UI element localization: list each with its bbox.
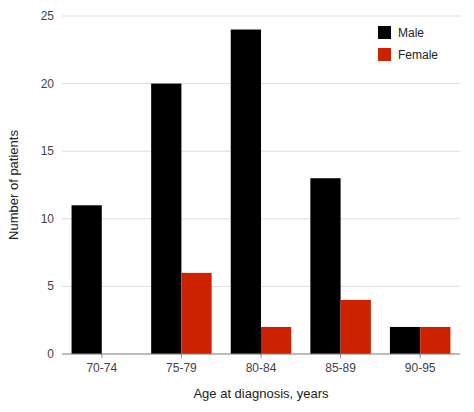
y-tick-label: 0 xyxy=(47,347,54,361)
bar xyxy=(341,300,371,354)
bar xyxy=(310,178,340,354)
bar xyxy=(72,205,102,354)
bar xyxy=(181,273,211,354)
x-tick xyxy=(181,354,182,358)
legend-swatch xyxy=(378,26,391,39)
y-tick-label: 5 xyxy=(47,279,54,293)
bar xyxy=(231,30,261,354)
x-tick xyxy=(420,354,421,358)
legend-swatch xyxy=(378,48,391,61)
x-tick-label: 85-89 xyxy=(325,361,356,375)
y-tick-label: 25 xyxy=(41,9,55,23)
grid xyxy=(62,16,460,354)
bar xyxy=(261,327,291,354)
x-tick-label: 75-79 xyxy=(166,361,197,375)
x-tick-label: 70-74 xyxy=(86,361,117,375)
grid-line xyxy=(62,16,460,17)
chart-container: 0 5 10 15 20 25 70-74 75-79 80-84 85-89 90-95 Age a… xyxy=(0,0,474,412)
legend-background xyxy=(370,20,456,70)
x-tick-label: 80-84 xyxy=(246,361,277,375)
x-tick xyxy=(340,354,341,358)
bar xyxy=(390,327,420,354)
y-tick-label: 15 xyxy=(41,144,55,158)
legend: Male Female xyxy=(370,20,456,70)
x-axis-label: Age at diagnosis, years xyxy=(193,386,329,401)
x-tick-label: 90-95 xyxy=(405,361,436,375)
bar xyxy=(151,84,181,354)
x-tick xyxy=(101,354,102,358)
y-axis-label: Number of patients xyxy=(6,130,21,240)
y-tick-label: 10 xyxy=(41,212,55,226)
y-tick-label: 20 xyxy=(41,77,55,91)
chart-svg: 0 5 10 15 20 25 70-74 75-79 80-84 85-89 90-95 Age a… xyxy=(0,0,474,412)
x-tick xyxy=(261,354,262,358)
legend-label: Male xyxy=(398,26,424,40)
legend-label: Female xyxy=(398,48,438,62)
bars xyxy=(72,30,451,354)
bar xyxy=(420,327,450,354)
